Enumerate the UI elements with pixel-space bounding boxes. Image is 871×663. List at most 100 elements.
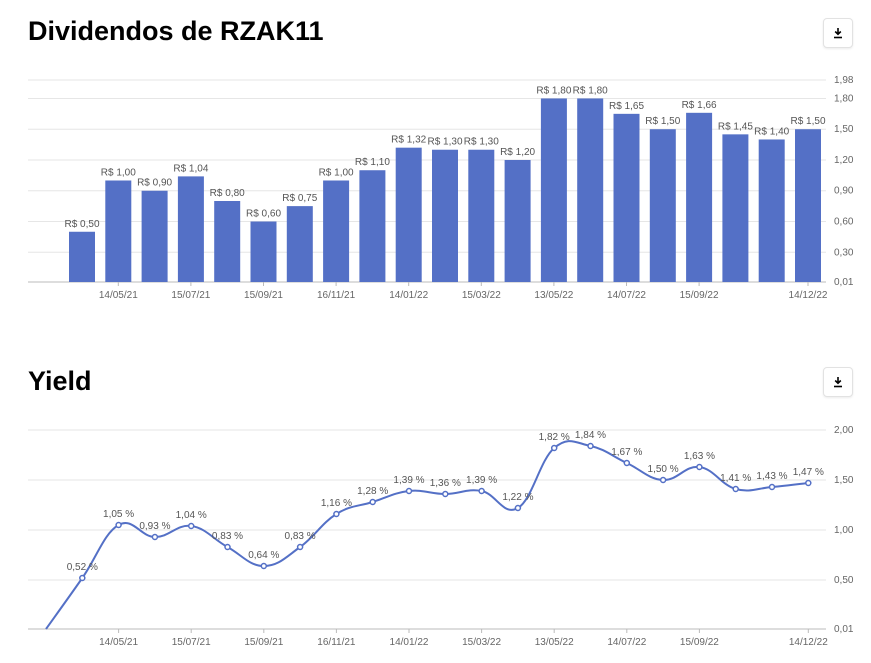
yield-chart-title: Yield: [28, 366, 92, 396]
yield-value-label: 1,41 %: [720, 473, 751, 484]
y-tick-label: 0,60: [834, 217, 854, 228]
yield-value-label: 1,50 %: [648, 464, 679, 475]
yield-value-label: 1,36 %: [430, 478, 461, 489]
yield-point: [296, 543, 304, 551]
yield-point: [405, 487, 413, 495]
y-tick-label: 1,98: [834, 75, 854, 86]
bar: [577, 98, 604, 282]
bar-value-label: R$ 0,90: [137, 178, 172, 189]
bar-value-label: R$ 1,32: [391, 135, 426, 146]
y-tick-label: 1,00: [834, 525, 854, 536]
yield-value-label: 1,22 %: [502, 492, 533, 503]
bar: [504, 159, 531, 282]
y-tick-label: 1,80: [834, 93, 854, 104]
yield-value-label: 1,43 %: [756, 471, 787, 482]
bar-value-label: R$ 1,40: [754, 126, 789, 137]
yield-point: [333, 510, 340, 518]
yield-value-label: 0,64 %: [248, 550, 279, 561]
bar-value-label: R$ 0,60: [246, 209, 281, 220]
x-tick-label: 14/05/21: [99, 290, 138, 301]
bar-value-label: R$ 1,00: [101, 167, 136, 178]
yield-point: [260, 562, 268, 570]
yield-value-label: 0,83 %: [212, 531, 243, 542]
yield-point: [151, 533, 159, 541]
x-tick-label: 15/07/21: [172, 637, 211, 648]
yield-point: [587, 442, 594, 450]
x-tick-label: 15/09/22: [680, 637, 719, 648]
bar-value-label: R$ 1,20: [500, 147, 535, 158]
bar-value-label: R$ 1,04: [173, 163, 208, 174]
yield-value-label: 1,47 %: [793, 467, 824, 478]
bar: [105, 180, 132, 282]
x-tick-label: 15/03/22: [462, 637, 501, 648]
bar-value-label: R$ 1,80: [536, 85, 571, 96]
x-tick-label: 16/11/21: [317, 290, 356, 301]
x-tick-label: 16/11/21: [317, 637, 356, 648]
bar: [613, 113, 640, 283]
bar-value-label: R$ 1,00: [319, 167, 354, 178]
bar: [468, 149, 495, 282]
bar-value-label: R$ 0,80: [210, 188, 245, 199]
x-tick-label: 14/01/22: [389, 290, 428, 301]
bar-value-label: R$ 1,30: [464, 137, 499, 148]
yield-point: [224, 543, 231, 551]
dividend-download-button[interactable]: [823, 18, 853, 48]
bar: [214, 200, 241, 282]
yield-value-label: 0,52 %: [67, 562, 98, 573]
bar: [177, 176, 204, 282]
yield-download-button[interactable]: [823, 367, 853, 397]
bar-value-label: R$ 1,45: [718, 121, 753, 132]
x-tick-label: 15/09/21: [244, 290, 283, 301]
yield-value-label: 1,16 %: [321, 498, 352, 509]
bar: [540, 98, 567, 282]
y-tick-label: 1,50: [834, 475, 854, 486]
x-tick-label: 13/05/22: [535, 637, 574, 648]
bar: [359, 170, 386, 282]
bar: [758, 139, 785, 282]
bar: [722, 134, 749, 282]
yield-point: [369, 498, 376, 506]
yield-point: [623, 459, 631, 467]
bar-value-label: R$ 1,30: [427, 137, 462, 148]
dividend-bar-chart: 0,01 0,30 0,60 0,90 1,20 1,50 1,80 1,98 R$ 0,50 R…: [28, 75, 854, 301]
bar: [395, 147, 422, 282]
x-tick-label: 15/07/21: [171, 290, 210, 301]
bar: [649, 129, 676, 282]
bar-value-label: R$ 0,75: [282, 193, 317, 204]
x-tick-label: 14/07/22: [607, 637, 646, 648]
yield-point: [478, 487, 485, 495]
yield-value-label: 1,05 %: [103, 509, 134, 520]
yield-point: [550, 444, 558, 452]
yield-value-label: 1,39 %: [393, 475, 424, 486]
yield-value-label: 0,93 %: [139, 521, 170, 532]
yield-value-label: 1,63 %: [684, 451, 715, 462]
yield-line-chart: 0,01 0,50 1,00 1,50 2,00 0,52 % 1,05 % 0,93 % 1,…: [28, 425, 854, 648]
yield-point: [79, 574, 86, 582]
yield-point: [442, 490, 449, 498]
yield-point: [514, 504, 522, 512]
y-tick-label: 1,20: [834, 155, 854, 166]
bar: [432, 149, 458, 282]
yield-value-label: 1,39 %: [466, 475, 497, 486]
yield-value-label: 1,82 %: [539, 432, 570, 443]
x-tick-label: 15/09/22: [680, 290, 719, 301]
bar-value-label: R$ 1,50: [645, 116, 680, 127]
x-tick-label: 14/12/22: [789, 637, 828, 648]
bar: [286, 206, 313, 282]
download-icon: [834, 377, 842, 388]
yield-point: [115, 521, 122, 529]
yield-value-label: 1,84 %: [575, 430, 606, 441]
bar-value-label: R$ 1,80: [573, 85, 608, 96]
bar-value-label: R$ 1,66: [682, 100, 717, 111]
bar: [69, 231, 95, 282]
x-tick-label: 15/03/22: [462, 290, 501, 301]
y-tick-label: 0,50: [834, 575, 854, 586]
bar-value-label: R$ 1,50: [790, 116, 825, 127]
yield-point: [187, 522, 195, 530]
yield-value-label: 0,83 %: [285, 531, 316, 542]
y-tick-label: 0,90: [834, 186, 854, 197]
yield-value-label: 1,67 %: [611, 447, 642, 458]
x-tick-label: 14/12/22: [789, 290, 828, 301]
yield-point: [732, 485, 739, 493]
bar-value-label: R$ 1,65: [609, 101, 644, 112]
